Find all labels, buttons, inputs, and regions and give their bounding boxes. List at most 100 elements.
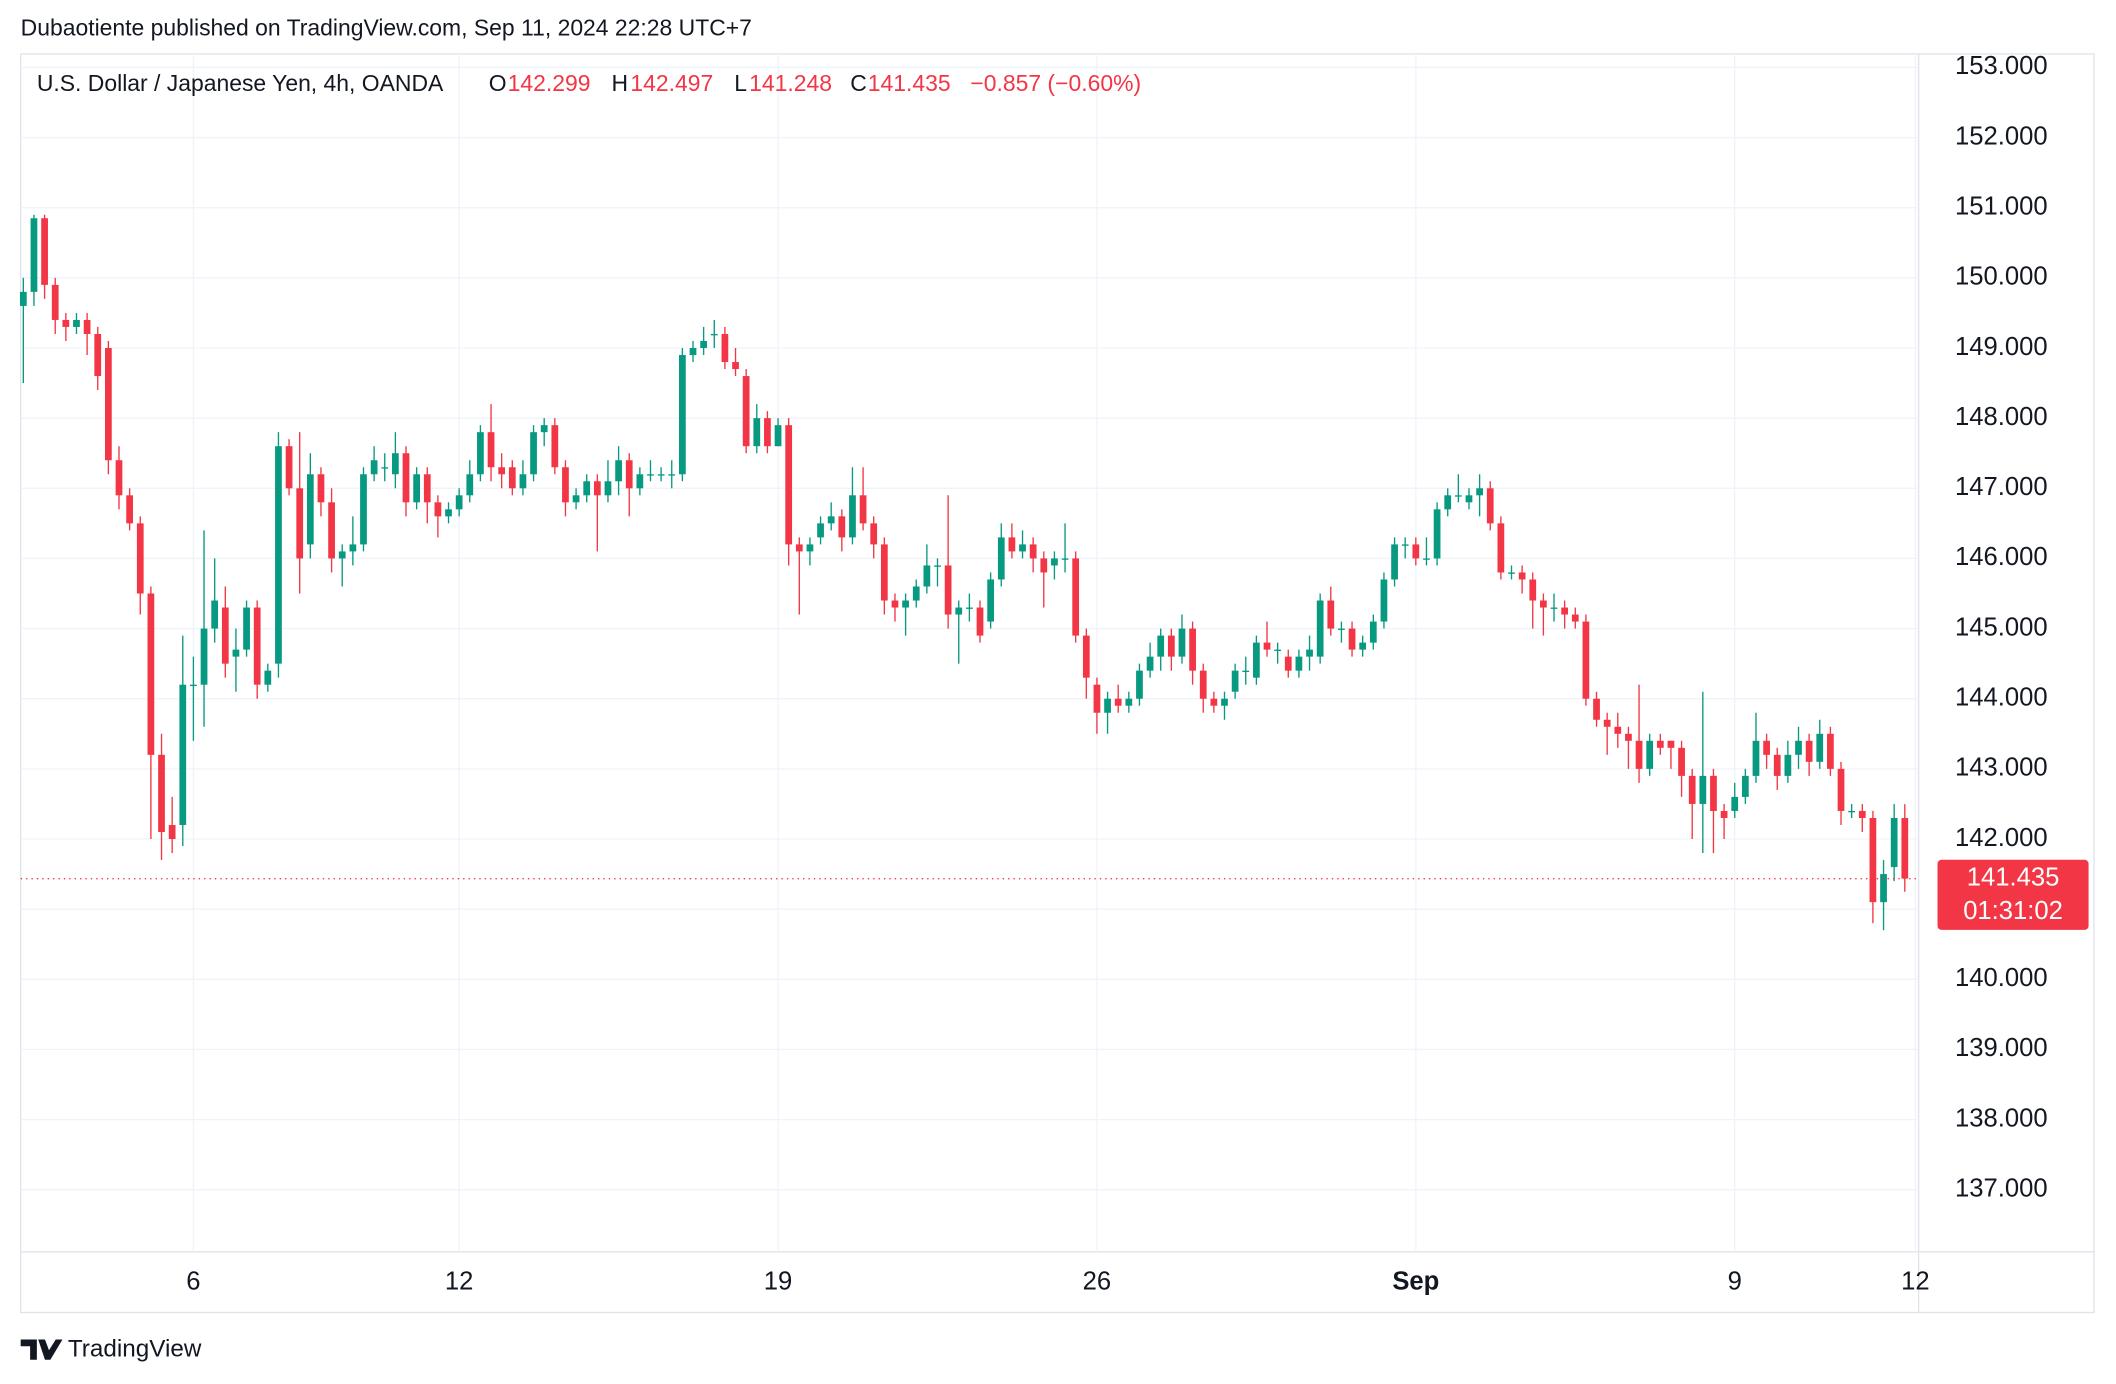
candle-body	[487, 432, 495, 468]
candle-body	[360, 474, 367, 545]
candle-body	[1540, 600, 1547, 608]
candle-body	[1167, 635, 1175, 657]
candle-body	[859, 495, 867, 524]
legend-symbol: U.S. Dollar / Japanese Yen, 4h, OANDA	[37, 70, 444, 96]
candle-body	[1795, 740, 1802, 755]
candle-body	[1284, 656, 1292, 671]
axes: 137.000138.000139.000140.000141.000142.0…	[20, 52, 2089, 1296]
candle-body	[1827, 733, 1834, 769]
candle-body	[1901, 818, 1909, 879]
candle-body	[1040, 558, 1048, 573]
candle-body	[1433, 509, 1441, 559]
candle-body	[243, 607, 250, 650]
candle-body	[1603, 719, 1611, 727]
candle-body	[806, 544, 814, 552]
candle-body	[1189, 628, 1196, 671]
candle-body	[1720, 810, 1728, 818]
candle-body	[987, 579, 995, 622]
candle-body	[689, 348, 697, 356]
grid	[20, 53, 1919, 1252]
y-tick-label: 148.000	[1955, 403, 2048, 431]
candle-body	[1316, 600, 1324, 657]
y-tick-label: 145.000	[1955, 613, 2048, 641]
price-tag-countdown: 01:31:02	[1963, 897, 2063, 925]
candle-body	[1082, 635, 1090, 678]
candle-body	[572, 495, 580, 503]
y-tick-label: 138.000	[1955, 1104, 2048, 1132]
candle-body	[849, 495, 856, 538]
candle-body	[1656, 740, 1664, 748]
legend-close: 141.435	[868, 70, 951, 96]
candle-body	[519, 474, 527, 489]
candle-body	[1667, 740, 1675, 748]
candle-body	[997, 537, 1005, 580]
y-tick-label: 146.000	[1955, 543, 2048, 571]
candle-body	[413, 474, 421, 503]
candle-body	[73, 319, 80, 327]
candle-body	[1146, 656, 1154, 671]
candle-body	[870, 523, 878, 545]
candle-body	[179, 684, 187, 825]
legend-low: 141.248	[749, 70, 832, 96]
candle-body	[1476, 488, 1483, 496]
candle-body	[1019, 544, 1026, 552]
candle-body	[540, 425, 548, 433]
candle-body	[221, 607, 229, 664]
candle-body	[1784, 754, 1792, 776]
candle-body	[721, 333, 729, 363]
candle-body	[1338, 628, 1345, 630]
candle-body	[551, 425, 559, 468]
legend-change: −0.857 (−0.60%)	[970, 70, 1141, 96]
x-tick-label: 19	[764, 1268, 793, 1296]
y-tick-label: 150.000	[1955, 263, 2048, 291]
candle-body	[370, 460, 378, 475]
y-tick-label: 153.000	[1955, 52, 2048, 80]
candle-body	[1327, 600, 1335, 629]
candle-body	[285, 446, 293, 489]
candle-body	[381, 467, 389, 469]
candle-body	[1072, 558, 1080, 636]
candle-body	[1486, 488, 1494, 524]
candle-body	[1061, 558, 1069, 560]
candle-body	[1114, 698, 1122, 706]
x-tick-label: 12	[445, 1268, 474, 1296]
candle-body	[1380, 579, 1388, 622]
candle-body	[275, 446, 282, 664]
x-tick-label: 26	[1083, 1268, 1112, 1296]
candle-body	[530, 432, 537, 475]
candle-body	[1858, 810, 1866, 818]
candle-body	[1571, 614, 1579, 622]
candle-body	[1518, 572, 1526, 580]
candle-body	[912, 586, 920, 601]
candle-body	[1678, 747, 1685, 776]
candle-body	[1550, 607, 1558, 609]
y-tick-label: 147.000	[1955, 473, 2048, 501]
candle-body	[1391, 544, 1398, 580]
candle-body	[1444, 495, 1452, 510]
header-text: Dubaotiente published on TradingView.com…	[21, 15, 752, 41]
candle-body	[742, 376, 750, 447]
candle-body	[41, 218, 48, 285]
candle-body	[1348, 628, 1356, 650]
candle-body	[668, 474, 676, 476]
candle-body	[1221, 698, 1228, 706]
candle-body	[211, 600, 219, 629]
candle-body	[423, 474, 431, 503]
chart-frame	[20, 53, 2095, 1314]
candle-body	[583, 481, 591, 496]
candle-body	[328, 502, 335, 559]
candle-body	[466, 474, 474, 496]
x-tick-label: 12	[1901, 1268, 1930, 1296]
candle-body	[764, 418, 771, 447]
logo-icon	[20, 1339, 63, 1360]
candle-body	[1412, 544, 1420, 559]
candle-body	[593, 481, 601, 496]
candle-body	[1880, 874, 1887, 903]
footer-logo: TradingView	[20, 1336, 202, 1363]
candle-body	[83, 319, 91, 334]
candle-body	[1635, 740, 1643, 769]
y-tick-label: 142.000	[1955, 824, 2048, 852]
candle-body	[774, 425, 782, 447]
candle-body	[1157, 635, 1165, 657]
